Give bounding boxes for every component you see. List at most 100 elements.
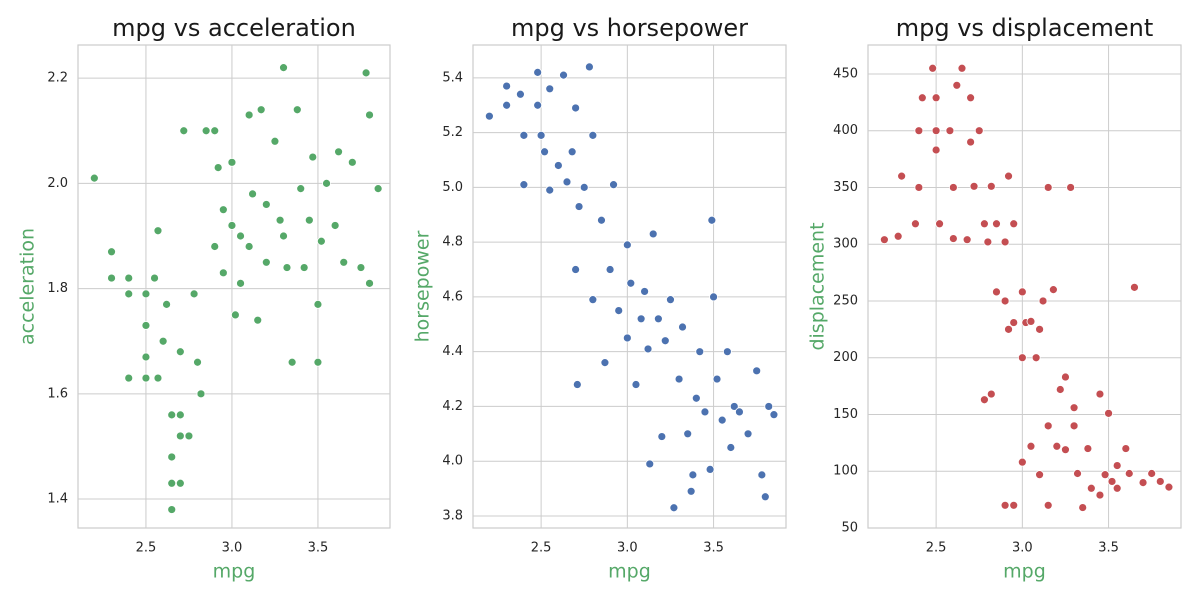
- point: [227, 157, 237, 167]
- point: [622, 333, 632, 343]
- point: [124, 373, 134, 383]
- point: [1061, 372, 1070, 382]
- point: [622, 240, 632, 250]
- x-tick-label: 3.5: [703, 541, 724, 556]
- point: [1026, 441, 1036, 451]
- axes-frame: [77, 44, 391, 529]
- point: [769, 410, 779, 420]
- point: [712, 374, 722, 384]
- point: [153, 373, 163, 383]
- point: [669, 503, 679, 513]
- point: [683, 429, 693, 439]
- point: [1112, 483, 1122, 493]
- point: [614, 306, 624, 315]
- point: [1107, 477, 1117, 486]
- point: [1043, 421, 1053, 431]
- point: [519, 130, 529, 140]
- point: [1055, 385, 1065, 394]
- point: [244, 110, 254, 120]
- point: [175, 431, 185, 441]
- point: [218, 268, 228, 278]
- y-axis-label: horsepower: [412, 230, 434, 342]
- chart-title: mpg vs acceleration: [112, 14, 356, 42]
- point: [322, 178, 331, 188]
- y-tick-label: 5.0: [442, 180, 463, 195]
- point: [261, 200, 271, 209]
- point: [1069, 403, 1079, 413]
- point: [141, 373, 151, 383]
- point: [1130, 282, 1139, 292]
- point: [533, 67, 543, 77]
- point: [585, 62, 594, 72]
- subplot: 1.4 1.6 1.8 2.0 2.2 2.5 3.0 3.5 mpg vs accelerat…: [17, 14, 391, 583]
- y-tick-label: 3.8: [442, 508, 463, 523]
- x-axis-label: mpg: [1003, 561, 1046, 583]
- y-tick-label: 2.0: [47, 176, 68, 191]
- point: [296, 184, 306, 194]
- point: [502, 100, 512, 110]
- point: [1112, 461, 1122, 470]
- point: [645, 459, 655, 469]
- point: [691, 393, 701, 403]
- x-tick-label: 2.5: [926, 541, 947, 556]
- point: [1164, 482, 1174, 492]
- point: [536, 130, 546, 140]
- point: [660, 336, 670, 346]
- point: [484, 111, 494, 121]
- x-tick-label: 2.5: [136, 541, 157, 556]
- point: [879, 235, 889, 245]
- point: [588, 130, 598, 140]
- point: [1038, 296, 1048, 306]
- point: [1086, 483, 1096, 493]
- point: [1069, 421, 1079, 431]
- point: [162, 299, 171, 309]
- point: [141, 321, 151, 330]
- point: [897, 171, 907, 181]
- point: [729, 402, 739, 411]
- point: [974, 126, 984, 136]
- y-tick-label: 4.8: [442, 235, 463, 250]
- point: [175, 410, 185, 420]
- y-tick-label: 4.4: [442, 344, 463, 359]
- point: [184, 431, 194, 441]
- point: [636, 314, 646, 324]
- point: [1061, 445, 1070, 455]
- point: [935, 219, 944, 229]
- point: [914, 183, 924, 192]
- point: [308, 152, 318, 162]
- point: [709, 292, 718, 302]
- point: [236, 278, 245, 288]
- point: [948, 234, 958, 243]
- point: [1009, 318, 1019, 327]
- point: [1095, 490, 1105, 500]
- point: [1073, 469, 1082, 478]
- point: [952, 80, 962, 90]
- y-tick-label: 450: [833, 66, 858, 81]
- point: [686, 486, 696, 496]
- point: [653, 314, 663, 324]
- point: [201, 126, 211, 136]
- point: [992, 219, 1001, 229]
- point: [1066, 183, 1076, 192]
- point: [735, 407, 744, 417]
- point: [236, 231, 245, 241]
- point: [540, 147, 549, 157]
- point: [1017, 287, 1027, 297]
- point: [966, 137, 976, 147]
- x-tick-label: 3.0: [222, 541, 243, 556]
- point: [334, 147, 343, 157]
- point: [89, 173, 99, 183]
- point: [717, 415, 727, 425]
- point: [1035, 324, 1044, 334]
- axes-frame: [472, 44, 787, 529]
- point: [1017, 353, 1027, 363]
- point: [752, 366, 762, 376]
- chart-title: mpg vs displacement: [896, 14, 1154, 42]
- point: [230, 310, 240, 320]
- point: [330, 221, 340, 230]
- point: [244, 242, 254, 251]
- point: [914, 126, 924, 136]
- point: [313, 299, 323, 309]
- point: [279, 63, 288, 73]
- point: [980, 395, 989, 405]
